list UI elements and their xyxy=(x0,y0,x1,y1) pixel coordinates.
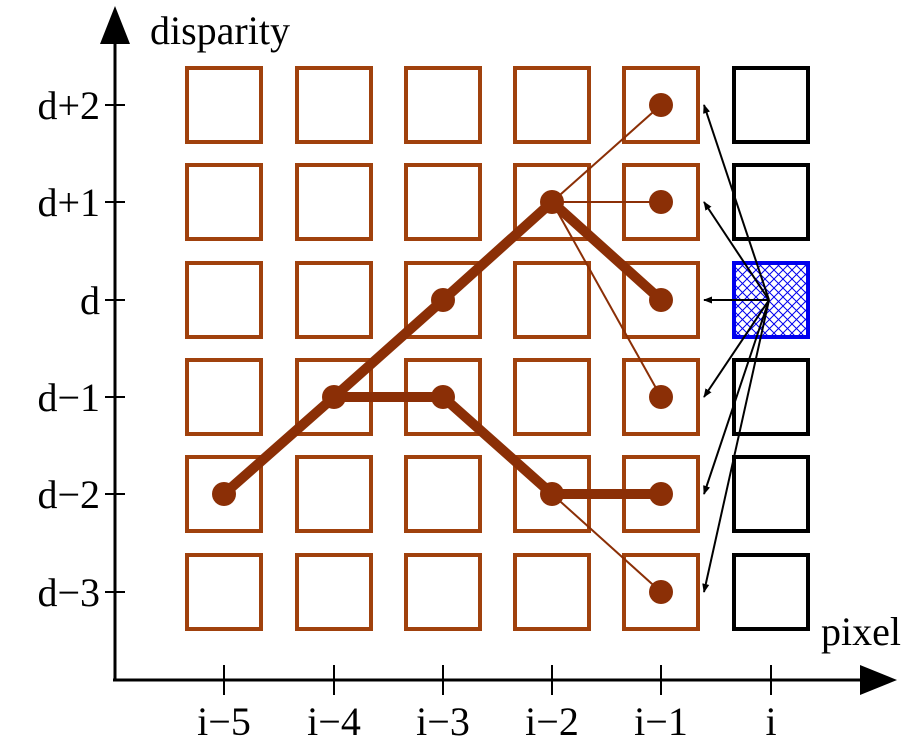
axes: disparity pixel xyxy=(100,6,901,695)
candidate-arrow xyxy=(703,299,770,398)
thin-link xyxy=(551,493,662,593)
candidate-arrow xyxy=(703,104,770,301)
grid-cell xyxy=(732,163,810,241)
y-axis-label: disparity xyxy=(150,8,290,53)
candidate-arrow xyxy=(703,299,770,495)
y-axis-arrow-icon xyxy=(100,6,130,44)
path-dot xyxy=(649,190,673,214)
path-dot xyxy=(649,93,673,117)
candidate-arrows xyxy=(702,104,770,593)
grid-cell xyxy=(185,261,263,339)
row-label-d-minus-2: d−2 xyxy=(37,472,100,517)
grid-cell xyxy=(622,553,700,631)
path-dots xyxy=(212,93,673,604)
path-dot xyxy=(431,288,455,312)
cell-grid xyxy=(185,66,810,631)
grid-cell xyxy=(185,66,263,144)
x-axis-arrow-icon xyxy=(860,665,897,695)
grid-cell xyxy=(295,455,373,533)
grid-cell xyxy=(185,455,263,533)
row-label-d-minus-3: d−3 xyxy=(37,570,100,615)
column-labels: i−5 i−4 i−3 i−2 i−1 i xyxy=(197,699,776,744)
row-label-d-plus-2: d+2 xyxy=(37,83,100,128)
grid-cell xyxy=(732,553,810,631)
thin-link xyxy=(551,104,662,203)
column-label-i-minus-4: i−4 xyxy=(307,699,361,744)
axis-ticks xyxy=(105,104,772,695)
grid-cell xyxy=(622,358,700,436)
column-label-i-minus-5: i−5 xyxy=(197,699,251,744)
row-label-d: d xyxy=(80,278,100,323)
grid-cell xyxy=(732,455,810,533)
thick-path xyxy=(329,392,666,499)
grid-cell xyxy=(295,261,373,339)
grid-cell xyxy=(185,163,263,241)
column-label-i-minus-3: i−3 xyxy=(416,699,470,744)
grid-cell xyxy=(404,455,482,533)
path-dot xyxy=(540,190,564,214)
candidate-arrow xyxy=(703,201,770,301)
path-dot xyxy=(540,482,564,506)
path-dot xyxy=(649,385,673,409)
column-label-i-minus-1: i−1 xyxy=(634,699,688,744)
thick-path xyxy=(219,197,666,499)
column-label-i: i xyxy=(765,699,776,744)
grid-cell xyxy=(513,261,591,339)
grid-cell xyxy=(295,163,373,241)
grid-cell xyxy=(185,553,263,631)
grid-cell xyxy=(622,261,700,339)
grid-cell xyxy=(404,553,482,631)
grid-cell xyxy=(404,261,482,339)
grid-cell xyxy=(732,66,810,144)
x-axis-label: pixel xyxy=(821,609,901,654)
path-dot xyxy=(649,482,673,506)
grid-cell xyxy=(295,66,373,144)
thin-link xyxy=(551,201,662,398)
path-dot xyxy=(212,482,236,506)
grid-cell xyxy=(732,358,810,436)
grid-cell xyxy=(404,163,482,241)
grid-cell xyxy=(513,553,591,631)
path-dot xyxy=(431,385,455,409)
path-dot xyxy=(649,580,673,604)
thick-paths xyxy=(219,197,666,499)
column-label-i-minus-2: i−2 xyxy=(525,699,579,744)
grid-cell xyxy=(404,66,482,144)
row-label-d-plus-1: d+1 xyxy=(37,180,100,225)
grid-cell xyxy=(513,358,591,436)
grid-cell xyxy=(295,553,373,631)
grid-cell xyxy=(513,66,591,144)
row-labels: d+2 d+1 d d−1 d−2 d−3 xyxy=(37,83,100,615)
path-dot xyxy=(649,288,673,312)
grid-cell xyxy=(185,358,263,436)
grid-cell xyxy=(622,66,700,144)
candidate-arrow xyxy=(702,299,770,593)
path-dot xyxy=(322,385,346,409)
row-label-d-minus-1: d−1 xyxy=(37,375,100,420)
thin-links xyxy=(551,104,662,593)
